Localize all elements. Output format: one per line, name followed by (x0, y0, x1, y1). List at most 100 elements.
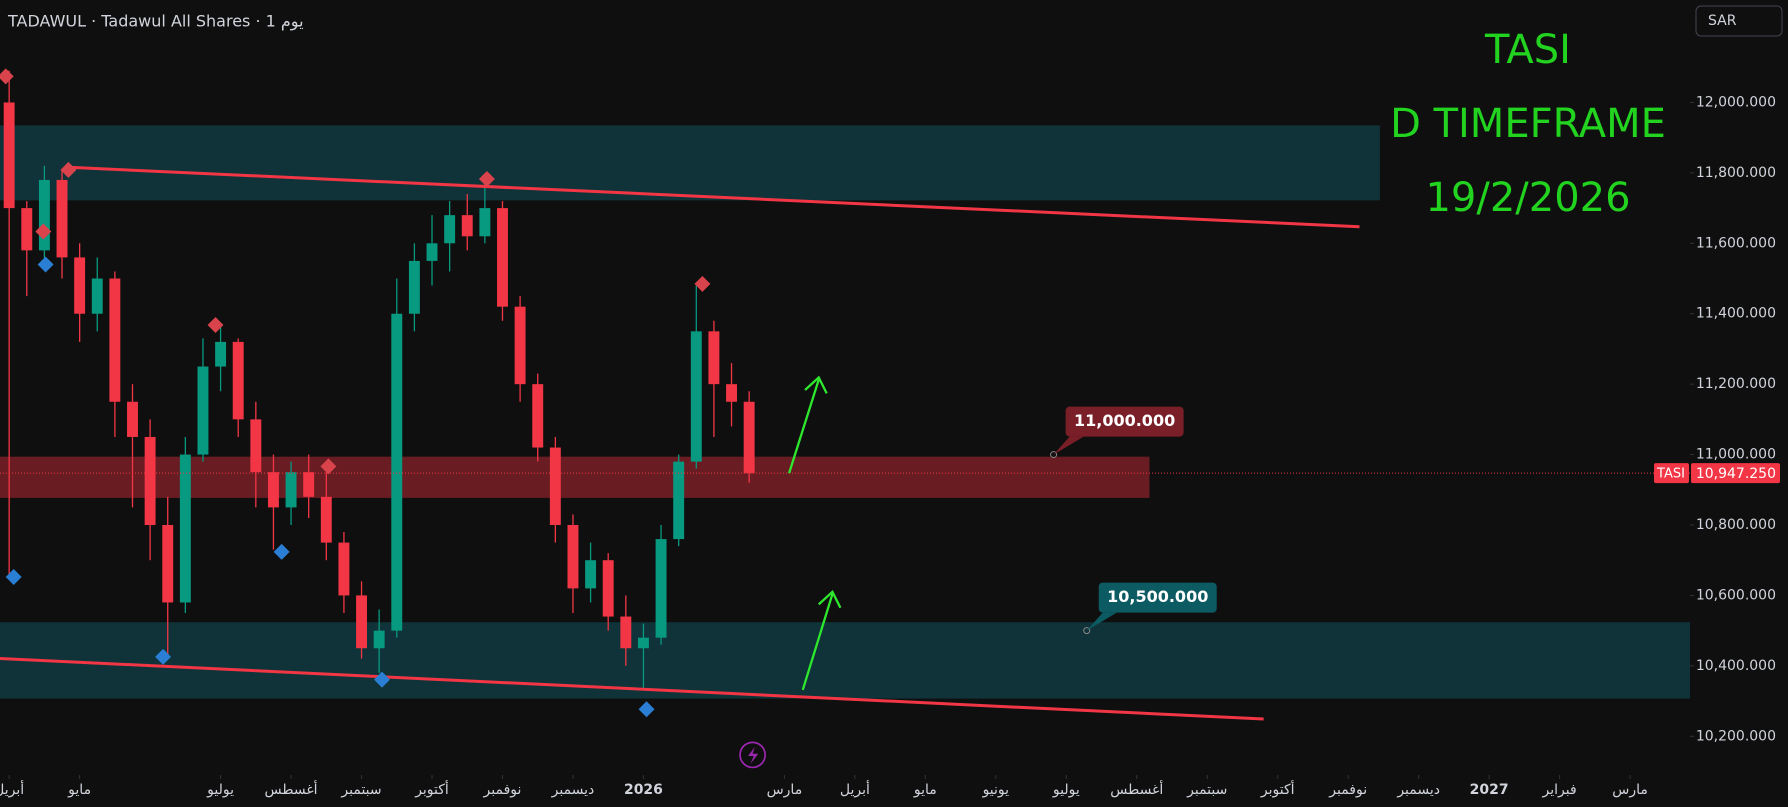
x-tick-label: أكتوبر (414, 780, 449, 798)
pivot-high (35, 223, 52, 240)
zones (0, 125, 1690, 699)
x-tick-label: يوليو (1052, 782, 1080, 798)
last-price-tag (1691, 463, 1780, 484)
y-tick-label: 11,600.000 (1696, 235, 1776, 251)
candle-body (567, 525, 579, 589)
note-pointer (1053, 436, 1084, 455)
candle-body (549, 447, 561, 525)
title-line: D TIMEFRAME (1390, 101, 1666, 147)
candle-body (320, 496, 332, 543)
candle-body (655, 539, 667, 638)
candle-body (497, 208, 508, 307)
note-anchor (1050, 451, 1058, 459)
note-box (1065, 406, 1184, 437)
trendline (0, 656, 1264, 721)
candle-body (426, 243, 438, 261)
x-tick-label: ديسمبر (1396, 782, 1440, 798)
candle-body (743, 401, 755, 474)
x-tick-label: أغسطس (265, 780, 318, 798)
x-tick-label: 2026 (624, 782, 663, 798)
candle-body (620, 616, 632, 649)
x-tick-label: سبتمبر (1186, 782, 1227, 798)
y-tick-label: 11,000.000 (1696, 447, 1776, 463)
title-line: 19/2/2026 (1425, 175, 1630, 221)
y-tick-label: 12,000.000 (1696, 94, 1776, 110)
x-tick-label: مايو (913, 782, 937, 798)
y-tick-label: 10,200.000 (1696, 728, 1776, 744)
x-tick-label: أكتوبر (1260, 780, 1295, 798)
y-tick-label: 11,400.000 (1696, 306, 1776, 322)
candle-body (267, 472, 279, 508)
green-arrow (788, 375, 828, 474)
currency: SAR (1708, 13, 1737, 29)
pivot-high (207, 317, 224, 333)
candle-body (232, 341, 244, 420)
candle-body (215, 341, 227, 367)
x-tick-label: نوفمبر (1328, 782, 1367, 798)
x-tick-label: 2027 (1470, 782, 1509, 798)
note-box (1098, 582, 1217, 613)
note-anchor (1083, 627, 1091, 635)
x-tick-label: نوفمبر (483, 782, 522, 798)
candle-body (532, 384, 544, 448)
overlays: 11,000.000 10,500.000 (0, 165, 1690, 721)
candle-body (285, 472, 297, 508)
arrows (788, 375, 842, 691)
y-tick-label: 11,800.000 (1696, 165, 1776, 181)
candle-body (637, 637, 649, 649)
candle-body (303, 472, 315, 497)
y-tick-label: 10,800.000 (1696, 517, 1776, 533)
x-tick-label: يوليو (206, 782, 234, 798)
x-tick-label: مارس (767, 782, 803, 798)
candle-body (56, 179, 68, 258)
candle-body (144, 436, 156, 525)
candle-body (461, 215, 473, 237)
candle-body (109, 278, 121, 402)
candle-body (585, 560, 597, 589)
candle-body (708, 331, 720, 385)
trendline (68, 165, 1360, 229)
event-icon[interactable] (739, 741, 766, 769)
zone (0, 622, 1690, 699)
y-tick-label: 11,200.000 (1696, 376, 1776, 392)
candle-body (250, 419, 262, 473)
x-tick-label: مايو (67, 782, 91, 798)
candle-body (408, 260, 420, 314)
last-price-label: 10,947.250 (1696, 466, 1776, 482)
y-tick-label: 10,400.000 (1696, 658, 1776, 674)
candle-body (3, 102, 15, 209)
x-tick-label: سبتمبر (340, 782, 381, 798)
note-pointer (1086, 612, 1117, 631)
pivot-low (273, 543, 290, 560)
x-tick-label: أبريل (0, 780, 24, 798)
candle-body (162, 525, 174, 603)
header: TADAWUL · Tadawul All Shares · 1 يوم (7, 12, 304, 32)
currency-button[interactable] (1695, 5, 1783, 37)
pivot-high (0, 68, 14, 85)
candle-body (179, 454, 191, 603)
note-label: 10,500.000 (1107, 587, 1208, 606)
candle-body (444, 215, 456, 244)
x-tick-label: ديسمبر (551, 782, 595, 798)
pivot-high (320, 458, 337, 475)
candle-body (38, 179, 50, 251)
candle-body (197, 366, 209, 455)
pivot-low (638, 701, 655, 718)
high-markers (0, 68, 711, 475)
candle-body (21, 208, 33, 251)
zone (0, 125, 1380, 201)
event-bolt (748, 746, 759, 765)
pivot-low (374, 671, 390, 688)
candle-body (391, 313, 403, 631)
pivot-low (155, 648, 172, 665)
candle-body (726, 384, 737, 402)
x-tick-label: فبراير (1542, 782, 1577, 798)
candle-body (690, 331, 702, 462)
candle-body (602, 560, 614, 617)
pivot-high (694, 275, 711, 292)
candle-body (373, 630, 385, 649)
x-tick-label: يونيو (982, 782, 1010, 798)
x-tick-label: أبريل (840, 780, 870, 798)
candle-body (356, 595, 368, 649)
